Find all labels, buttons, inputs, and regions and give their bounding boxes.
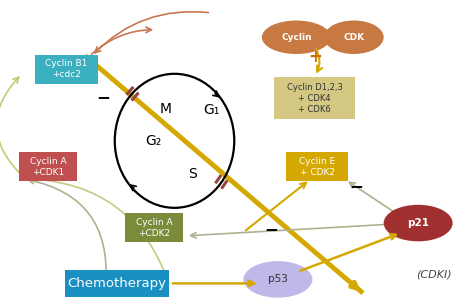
Text: CDK: CDK [343,33,365,42]
Text: p21: p21 [407,218,429,228]
Ellipse shape [324,21,383,54]
Text: M: M [159,102,171,116]
FancyBboxPatch shape [274,77,355,119]
FancyBboxPatch shape [35,54,98,84]
Text: Cyclin A
+CDK1: Cyclin A +CDK1 [30,157,66,177]
Text: Chemotherapy: Chemotherapy [68,277,166,290]
Text: −: − [264,220,278,238]
Ellipse shape [383,205,453,241]
Text: G₁: G₁ [203,103,219,118]
Text: Cyclin D1,2,3
+ CDK4
+ CDK6: Cyclin D1,2,3 + CDK4 + CDK6 [287,83,343,114]
FancyBboxPatch shape [65,270,169,297]
FancyBboxPatch shape [19,152,77,181]
FancyBboxPatch shape [286,152,348,181]
Ellipse shape [262,21,331,54]
Text: +: + [308,48,322,66]
FancyBboxPatch shape [125,213,183,242]
Text: p53: p53 [268,274,288,284]
Text: Cyclin: Cyclin [281,33,311,42]
Text: −: − [96,88,110,106]
Text: (CDKI): (CDKI) [417,270,452,280]
Text: −: − [349,177,363,196]
Text: Cyclin A
+CDK2: Cyclin A +CDK2 [136,218,172,238]
Ellipse shape [244,261,312,298]
Text: G₂: G₂ [146,134,162,148]
Text: Cyclin E
+ CDK2: Cyclin E + CDK2 [299,157,335,177]
Text: S: S [189,167,197,181]
Text: Cyclin B1
+cdc2: Cyclin B1 +cdc2 [46,59,88,79]
